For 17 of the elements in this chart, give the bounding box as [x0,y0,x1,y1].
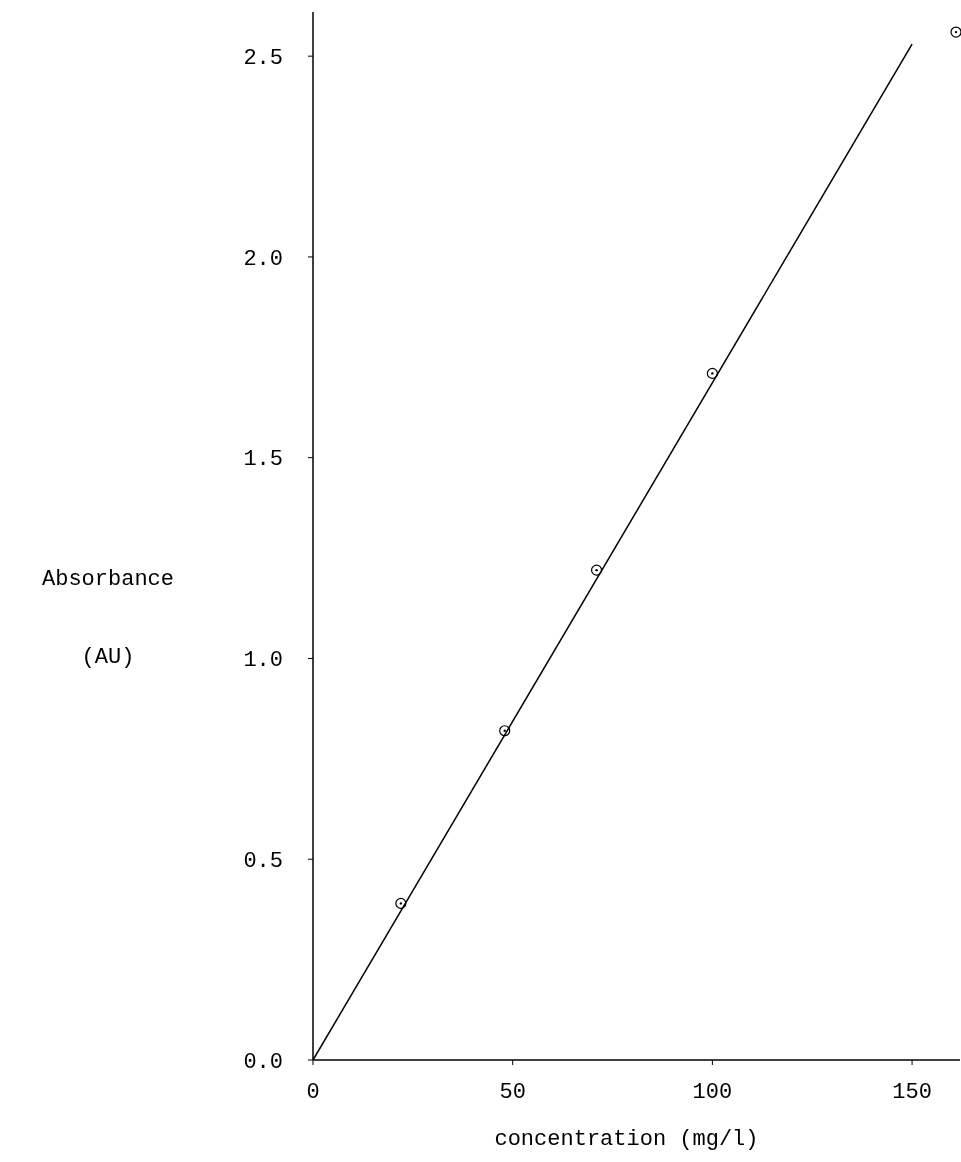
point [950,26,961,38]
y-tick-label: 1.5 [243,447,283,473]
x-tick-label: 0 [306,1080,320,1105]
text: Absorbance (AU) [41,567,175,670]
y-tick-label: 0.0 [243,1049,283,1075]
point [395,897,407,909]
y-tick-label: 2.0 [243,246,283,272]
y-tick-label: 0.5 [243,848,283,874]
x-axis-title: concentration (mg/l) [494,1127,759,1152]
y-tick-label: 2.5 [243,45,283,71]
point [706,367,718,379]
point [499,725,511,737]
y-tick-label: 1.0 [243,648,283,674]
x-tick-label: 100 [692,1080,733,1105]
x-tick-label: 50 [499,1080,526,1105]
x-tick-label: 150 [892,1080,932,1105]
point [590,564,603,576]
